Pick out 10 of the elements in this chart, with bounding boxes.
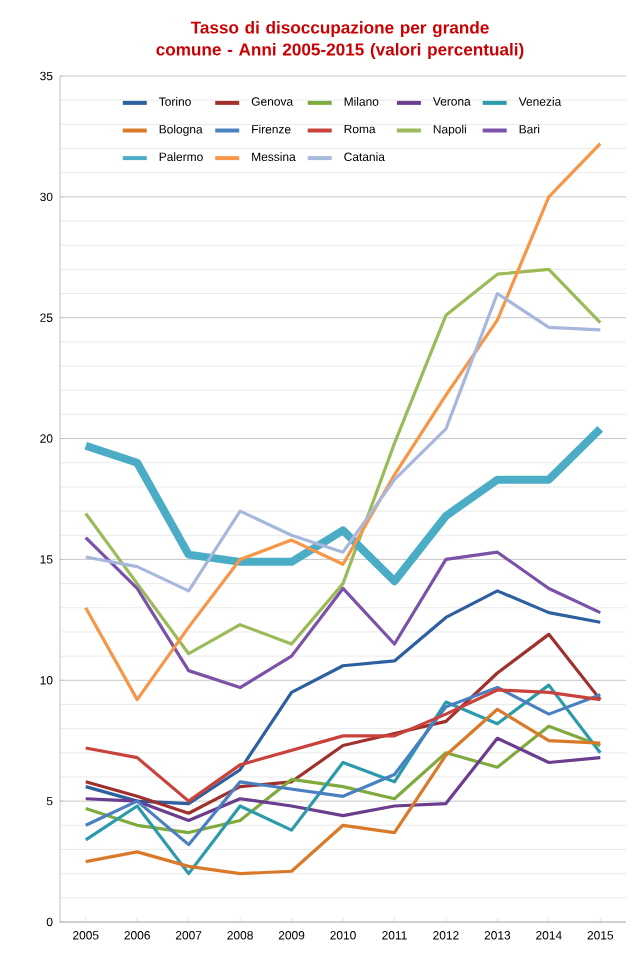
line-series (84, 632, 602, 815)
line-series (84, 267, 602, 656)
line-series (84, 291, 602, 593)
line-series (84, 736, 602, 823)
line-series (84, 142, 602, 702)
line-series (84, 589, 602, 806)
line-series (84, 724, 602, 835)
line-series (84, 536, 602, 690)
chart-title: Tasso di disoccupazione per grande comune - Anni 2005-2015 (valori percentuali) (156, 21, 524, 59)
line-series (81, 424, 605, 586)
